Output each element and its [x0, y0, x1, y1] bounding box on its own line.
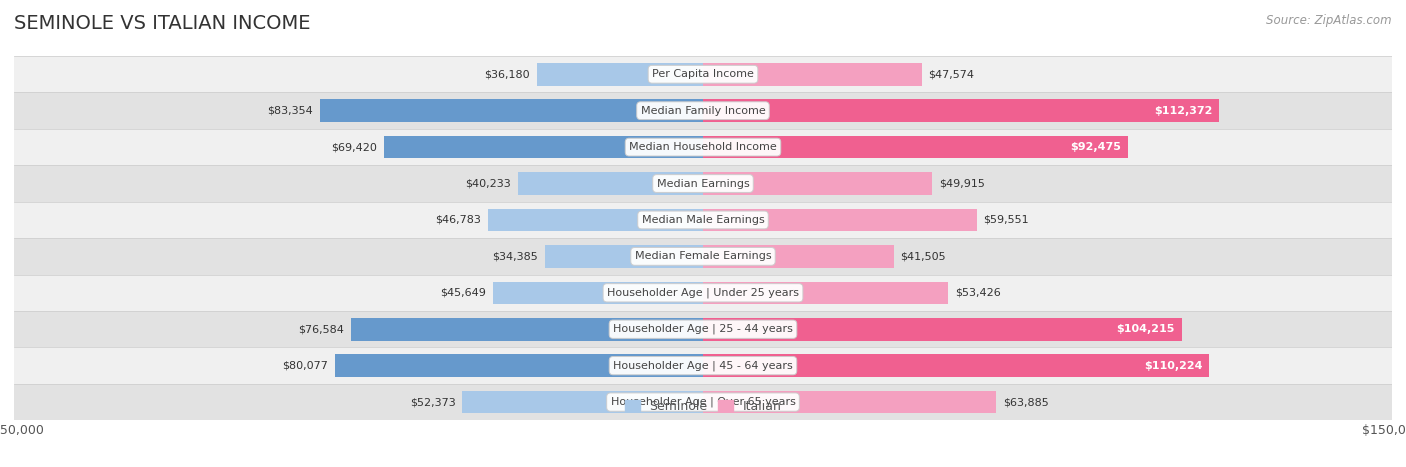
Text: $36,180: $36,180: [484, 69, 530, 79]
Bar: [14, 275, 1392, 311]
Bar: [14, 202, 1392, 238]
Text: $46,783: $46,783: [436, 215, 481, 225]
Bar: [321, 99, 703, 122]
Bar: [703, 391, 997, 413]
Text: Householder Age | 45 - 64 years: Householder Age | 45 - 64 years: [613, 361, 793, 371]
Text: $69,420: $69,420: [332, 142, 377, 152]
Text: $80,077: $80,077: [283, 361, 329, 371]
Bar: [463, 391, 703, 413]
Text: $104,215: $104,215: [1116, 324, 1175, 334]
Bar: [703, 99, 1219, 122]
Text: $110,224: $110,224: [1144, 361, 1202, 371]
Text: Per Capita Income: Per Capita Income: [652, 69, 754, 79]
Text: $112,372: $112,372: [1154, 106, 1212, 116]
Bar: [488, 209, 703, 231]
Text: $53,426: $53,426: [955, 288, 1001, 298]
Bar: [703, 245, 894, 268]
Bar: [703, 136, 1128, 158]
Text: Householder Age | 25 - 44 years: Householder Age | 25 - 44 years: [613, 324, 793, 334]
Legend: Seminole, Italian: Seminole, Italian: [620, 395, 786, 417]
Bar: [703, 63, 921, 85]
Text: $34,385: $34,385: [492, 251, 538, 262]
Text: Householder Age | Over 65 years: Householder Age | Over 65 years: [610, 397, 796, 407]
Bar: [14, 165, 1392, 202]
Bar: [703, 209, 977, 231]
Bar: [546, 245, 703, 268]
Text: SEMINOLE VS ITALIAN INCOME: SEMINOLE VS ITALIAN INCOME: [14, 14, 311, 33]
Bar: [494, 282, 703, 304]
Bar: [703, 354, 1209, 377]
Bar: [14, 92, 1392, 129]
Text: $76,584: $76,584: [298, 324, 344, 334]
Bar: [703, 172, 932, 195]
Text: Householder Age | Under 25 years: Householder Age | Under 25 years: [607, 288, 799, 298]
Text: $49,915: $49,915: [939, 178, 986, 189]
Bar: [14, 347, 1392, 384]
Bar: [703, 318, 1181, 340]
Bar: [519, 172, 703, 195]
Text: $92,475: $92,475: [1070, 142, 1121, 152]
Text: Median Earnings: Median Earnings: [657, 178, 749, 189]
Bar: [703, 282, 949, 304]
Bar: [14, 56, 1392, 92]
Bar: [335, 354, 703, 377]
Bar: [537, 63, 703, 85]
Text: $40,233: $40,233: [465, 178, 512, 189]
Text: $41,505: $41,505: [900, 251, 946, 262]
Text: Median Female Earnings: Median Female Earnings: [634, 251, 772, 262]
Text: $63,885: $63,885: [1004, 397, 1049, 407]
Bar: [14, 384, 1392, 420]
Text: Source: ZipAtlas.com: Source: ZipAtlas.com: [1267, 14, 1392, 27]
Bar: [14, 311, 1392, 347]
Bar: [384, 136, 703, 158]
Bar: [14, 238, 1392, 275]
Bar: [352, 318, 703, 340]
Text: $47,574: $47,574: [928, 69, 974, 79]
Text: Median Male Earnings: Median Male Earnings: [641, 215, 765, 225]
Bar: [14, 129, 1392, 165]
Text: Median Family Income: Median Family Income: [641, 106, 765, 116]
Text: $83,354: $83,354: [267, 106, 314, 116]
Text: $45,649: $45,649: [440, 288, 486, 298]
Text: $52,373: $52,373: [409, 397, 456, 407]
Text: $59,551: $59,551: [983, 215, 1029, 225]
Text: Median Household Income: Median Household Income: [628, 142, 778, 152]
